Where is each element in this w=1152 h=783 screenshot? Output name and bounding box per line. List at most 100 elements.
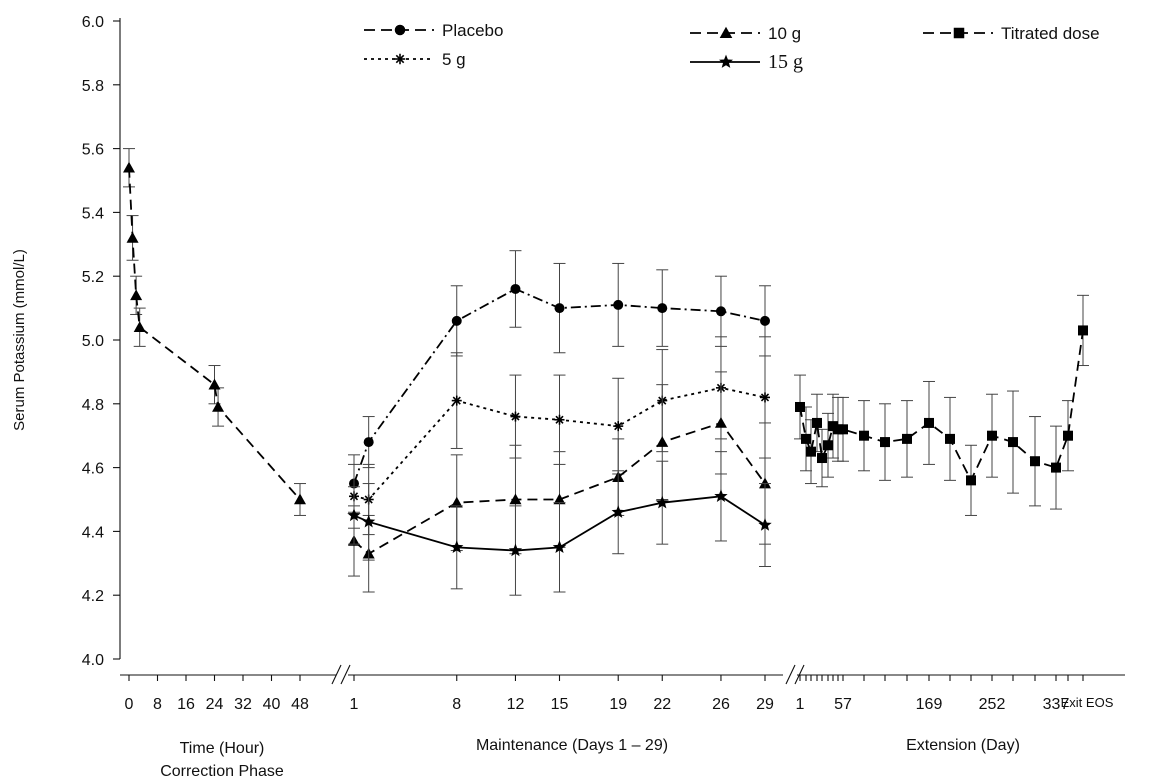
x-tick-label: 12 xyxy=(507,696,525,713)
data-point xyxy=(510,411,521,422)
y-tick-label: 4.6 xyxy=(82,461,104,478)
x-tick-label: 1 xyxy=(350,696,359,713)
data-point xyxy=(554,303,565,314)
series-titrated-dose xyxy=(794,294,1089,516)
asterisk-stroke xyxy=(395,54,405,64)
x-tick-label: 48 xyxy=(291,696,309,713)
data-point xyxy=(715,306,726,317)
data-point xyxy=(450,540,464,553)
x-tick-label: 169 xyxy=(916,696,943,713)
data-point xyxy=(1078,325,1088,336)
axis-break-mark xyxy=(340,664,351,685)
legend-marker xyxy=(394,53,406,65)
data-point xyxy=(294,493,306,505)
asterisk-stroke xyxy=(452,396,461,405)
data-point xyxy=(553,493,566,505)
series-correction-10-g- xyxy=(123,148,306,516)
x-axis-label-extension: Extension (Day) xyxy=(906,737,1020,754)
data-point xyxy=(806,446,816,457)
x-tick-label: 8 xyxy=(153,696,162,713)
data-point xyxy=(838,424,848,435)
y-tick-label: 5.0 xyxy=(82,333,104,350)
legend-item: 10 g xyxy=(690,24,801,43)
x-tick-label: 32 xyxy=(234,696,252,713)
data-point xyxy=(657,303,668,314)
data-point xyxy=(1030,456,1040,467)
data-point xyxy=(817,453,827,464)
data-point xyxy=(656,436,669,447)
axes: 4.0 4.2 4.4 4.6 4.8 5.0 5.2 5.4 5.6 5.8 6.0 0 8 16 24 3… xyxy=(82,14,1125,713)
data-point xyxy=(759,477,771,489)
data-point xyxy=(760,392,770,403)
x-axis-label-correction-time: Time (Hour) xyxy=(180,740,265,757)
legend-marker xyxy=(394,24,406,36)
data-point xyxy=(552,540,567,553)
legend-label: 10 g xyxy=(768,24,801,43)
data-point xyxy=(508,543,523,557)
data-point xyxy=(758,518,772,531)
data-point xyxy=(880,437,890,448)
data-point xyxy=(1051,462,1061,473)
asterisk-stroke xyxy=(760,393,770,402)
data-point xyxy=(451,315,462,326)
legend-item: 15 g xyxy=(690,51,803,73)
y-tick-label: 4.4 xyxy=(82,524,104,541)
y-axis-label: Serum Potassium (mmol/L) xyxy=(11,249,28,431)
data-point xyxy=(714,489,728,502)
x-tick-label: 337 xyxy=(1043,696,1070,713)
x-tick-label: 252 xyxy=(979,696,1006,713)
data-point xyxy=(126,231,139,243)
asterisk-stroke xyxy=(555,415,564,424)
legend-item: Titrated dose xyxy=(923,24,1100,43)
data-point xyxy=(363,437,374,448)
data-point xyxy=(212,400,225,412)
legend-label: Placebo xyxy=(442,21,503,40)
x-tick-label: 1 xyxy=(796,696,805,713)
legend-marker xyxy=(953,27,965,39)
series-line xyxy=(799,330,1084,483)
data-point xyxy=(924,417,934,428)
x-tick-label: 19 xyxy=(609,696,627,713)
data-point xyxy=(987,430,997,441)
x-tick-label: Exit EOS xyxy=(1061,695,1114,710)
x-axis-label-correction-phase: Correction Phase xyxy=(160,763,284,780)
legend-marker xyxy=(719,26,733,39)
x-tick-label: 40 xyxy=(263,696,281,713)
data-point xyxy=(801,433,811,444)
y-tick-label: 4.8 xyxy=(82,397,104,414)
data-point xyxy=(450,496,463,508)
legend: Placebo 10 g Titrated dose 5 g 15 g xyxy=(364,21,1100,73)
data-point xyxy=(812,417,822,428)
legend-label: Titrated dose xyxy=(1001,24,1100,43)
data-point xyxy=(902,433,912,444)
legend-item: 5 g xyxy=(364,50,466,69)
x-tick-label: 26 xyxy=(712,696,730,713)
data-point xyxy=(133,321,146,333)
data-point xyxy=(613,421,624,432)
series-layer xyxy=(123,148,1089,596)
data-point xyxy=(966,475,976,486)
x-tick-label: 24 xyxy=(206,696,224,713)
y-tick-label: 4.0 xyxy=(82,652,104,669)
data-point xyxy=(510,283,521,294)
data-point xyxy=(509,493,522,505)
x-tick-label: 22 xyxy=(653,696,671,713)
data-point xyxy=(945,433,955,444)
data-point xyxy=(613,299,624,310)
axis-break-mark xyxy=(794,664,805,685)
x-tick-label: 8 xyxy=(452,696,461,713)
y-tick-label: 5.4 xyxy=(82,205,104,222)
x-tick-label: 15 xyxy=(551,696,569,713)
x-tick-label: 16 xyxy=(177,696,195,713)
series-placebo xyxy=(348,250,771,513)
legend-marker xyxy=(719,54,733,68)
legend-label: 5 g xyxy=(442,50,466,69)
y-tick-label: 5.8 xyxy=(82,78,104,95)
y-tick-label: 5.2 xyxy=(82,269,104,286)
y-tick-label: 4.2 xyxy=(82,588,104,605)
x-axis-label-maintenance: Maintenance (Days 1 – 29) xyxy=(476,737,668,754)
data-point xyxy=(123,161,135,173)
data-point xyxy=(451,395,462,406)
y-tick-label: 5.6 xyxy=(82,142,104,159)
